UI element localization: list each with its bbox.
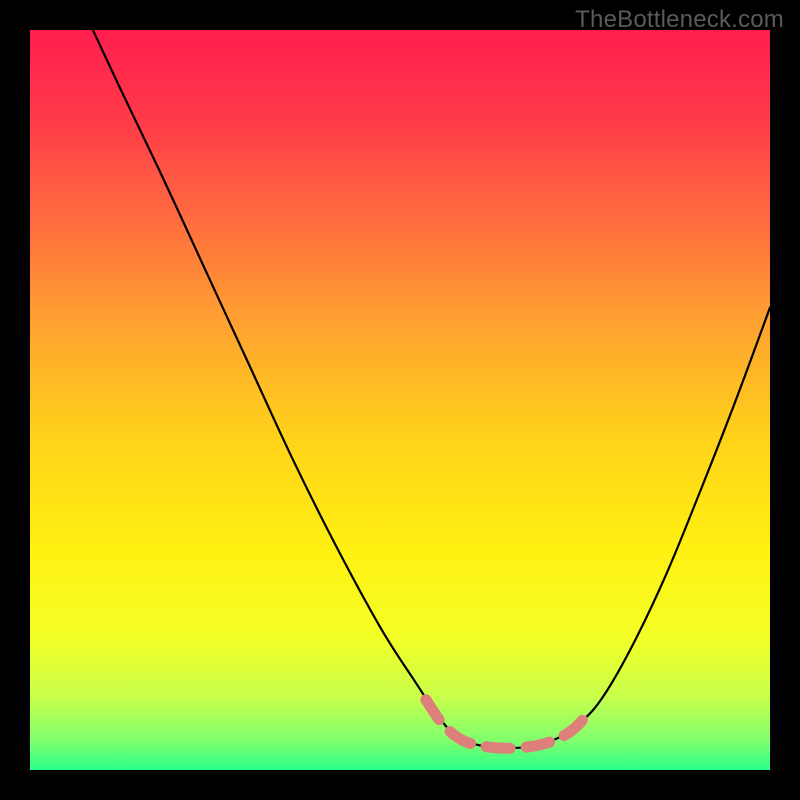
gradient-plot-area (30, 30, 770, 770)
watermark-label: TheBottleneck.com (575, 6, 784, 34)
chart-stage: TheBottleneck.com (0, 0, 800, 800)
